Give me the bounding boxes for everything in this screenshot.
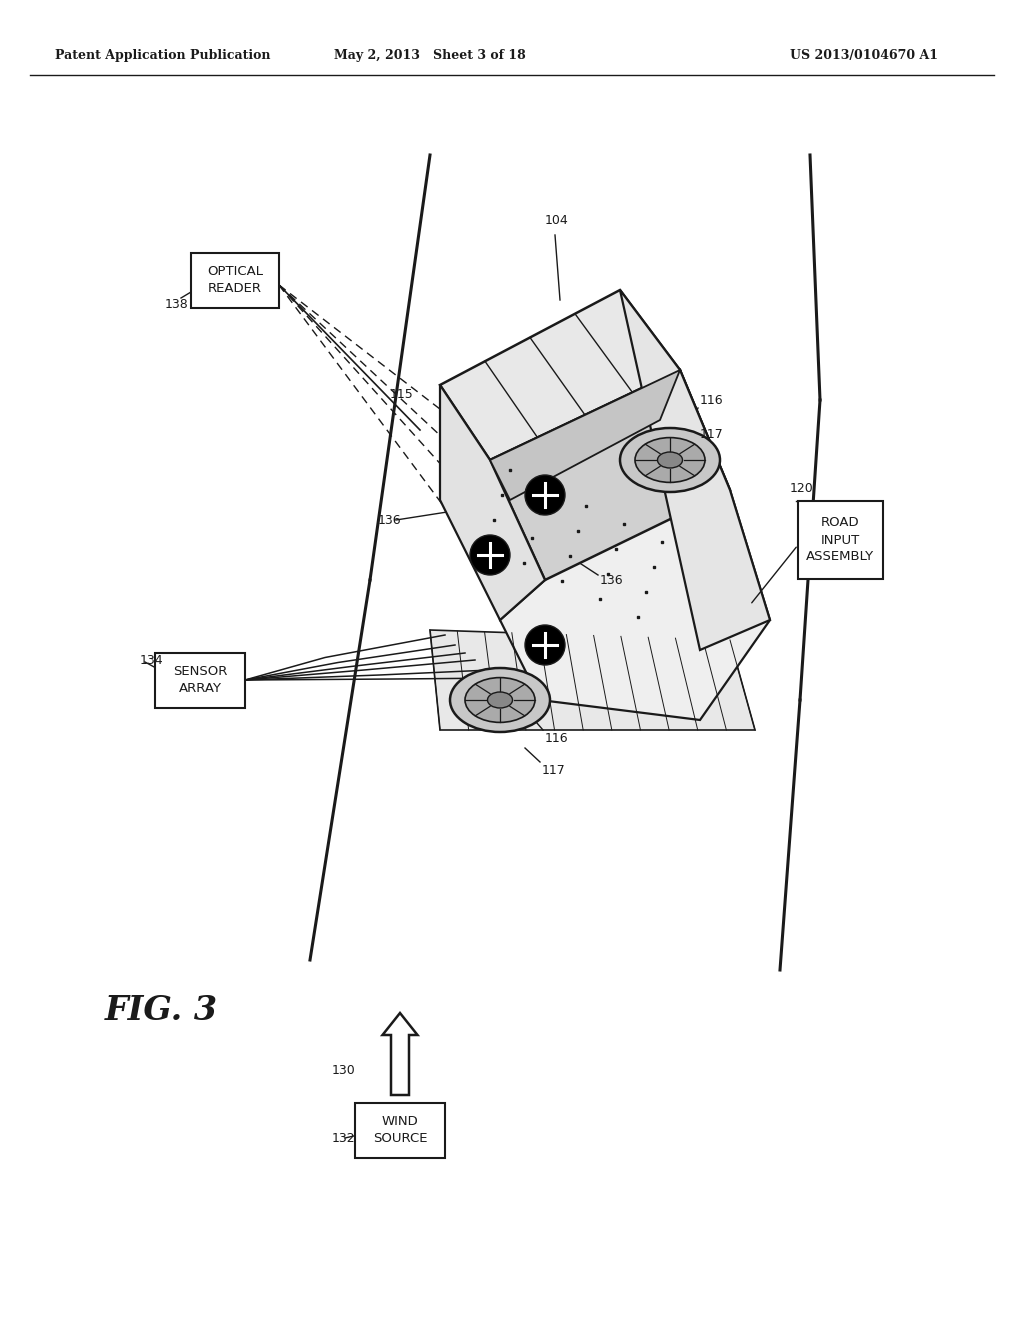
Text: 116: 116 (700, 393, 724, 407)
Text: 138: 138 (165, 298, 188, 312)
Text: 115: 115 (390, 388, 414, 401)
Ellipse shape (450, 668, 550, 733)
Ellipse shape (487, 692, 512, 708)
Polygon shape (490, 370, 770, 719)
Text: 117: 117 (542, 763, 565, 776)
Text: 132: 132 (332, 1131, 355, 1144)
Ellipse shape (635, 438, 705, 482)
Polygon shape (430, 630, 755, 730)
Text: OPTICAL
READER: OPTICAL READER (207, 265, 263, 294)
Bar (191, 252, 279, 308)
Text: 136: 136 (378, 513, 401, 527)
Text: 120: 120 (790, 482, 814, 495)
Bar (155, 652, 245, 708)
Ellipse shape (465, 677, 535, 722)
Polygon shape (620, 290, 770, 649)
Text: 116: 116 (545, 731, 568, 744)
Text: WIND
SOURCE: WIND SOURCE (373, 1115, 427, 1144)
Polygon shape (440, 290, 680, 459)
Text: 134: 134 (140, 653, 164, 667)
Polygon shape (490, 370, 680, 500)
Polygon shape (440, 385, 545, 620)
Text: ROAD
INPUT
ASSEMBLY: ROAD INPUT ASSEMBLY (806, 516, 874, 564)
Text: FIG. 3: FIG. 3 (105, 994, 218, 1027)
Bar (798, 502, 883, 579)
Text: SENSOR
ARRAY: SENSOR ARRAY (173, 665, 227, 696)
Text: 117: 117 (700, 429, 724, 441)
Polygon shape (490, 370, 730, 579)
Circle shape (470, 535, 510, 576)
FancyArrow shape (383, 1012, 418, 1096)
Text: US 2013/0104670 A1: US 2013/0104670 A1 (790, 49, 938, 62)
Text: May 2, 2013   Sheet 3 of 18: May 2, 2013 Sheet 3 of 18 (334, 49, 526, 62)
Text: 104: 104 (545, 214, 568, 227)
Text: Patent Application Publication: Patent Application Publication (55, 49, 270, 62)
Ellipse shape (657, 451, 683, 469)
Ellipse shape (620, 428, 720, 492)
Text: 130: 130 (332, 1064, 355, 1077)
Circle shape (525, 624, 565, 665)
Text: 136: 136 (600, 573, 624, 586)
Bar (355, 1102, 445, 1158)
Circle shape (525, 475, 565, 515)
